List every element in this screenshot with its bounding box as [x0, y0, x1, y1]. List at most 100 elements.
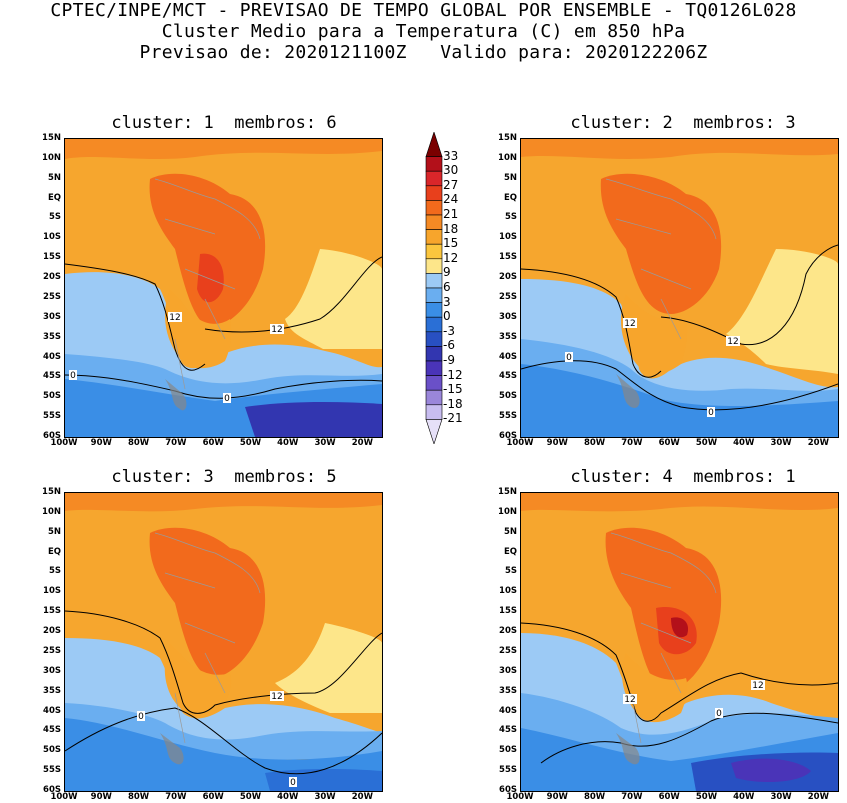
lat-tick-label: 25S [43, 291, 61, 302]
colorbar-swatch [425, 419, 443, 444]
lat-tick-label: 5N [503, 526, 517, 537]
lat-tick-label: 15N [42, 487, 61, 497]
lon-tick-label: 40W [277, 792, 299, 802]
lat-tick-label: 15S [43, 606, 61, 617]
colorbar-swatch [425, 404, 443, 420]
lon-tick-label: 40W [277, 438, 299, 448]
colorbar-level-label: -21 [443, 411, 463, 426]
lon-tick-label: 70W [165, 792, 187, 802]
lat-tick-label: 55S [499, 765, 517, 776]
contour-label: 0 [224, 394, 230, 404]
lon-tick-label: 50W [695, 438, 718, 448]
lon-tick-label: 60W [658, 792, 680, 802]
contour-label: 12 [727, 337, 738, 347]
colorbar-swatch [425, 375, 443, 391]
colorbar-level-label: 27 [443, 177, 459, 192]
colorbar-swatch [425, 156, 443, 172]
lat-tick-label: 10S [43, 586, 61, 597]
lat-tick-label: 45S [499, 725, 517, 736]
lat-tick-label: 10N [498, 506, 517, 517]
lon-tick-label: 50W [239, 792, 262, 802]
colorbar-level-label: 9 [443, 265, 451, 280]
lon-tick-label: 50W [695, 792, 718, 802]
colorbar-level-label: 24 [443, 192, 459, 207]
lat-tick-label: 50S [43, 745, 61, 756]
colorbar-swatch [425, 346, 443, 362]
lon-tick-label: 60W [202, 438, 224, 448]
contour-label: 0 [138, 712, 144, 722]
contour-label: 0 [290, 778, 296, 788]
lat-tick-label: 35S [43, 331, 61, 342]
lat-tick-label: 25S [43, 645, 61, 656]
colorbar-swatch [425, 185, 443, 201]
lon-tick-label: 100W [506, 792, 534, 802]
lat-tick-label: 50S [499, 745, 517, 756]
lat-tick-label: 25S [499, 291, 517, 302]
colorbar-swatch [425, 200, 443, 216]
header-line-1: CPTEC/INPE/MCT - PREVISAO DE TEMPO GLOBA… [50, 0, 797, 21]
lat-tick-label: 15S [499, 252, 517, 263]
colorbar-swatch [425, 302, 443, 318]
header-line-2: Cluster Medio para a Temperatura (C) em … [161, 21, 686, 42]
colorbar-level-label: -18 [443, 396, 463, 411]
lat-tick-label: 50S [499, 391, 517, 402]
lon-tick-label: 40W [733, 792, 755, 802]
lat-tick-label: 20S [499, 272, 517, 283]
lat-tick-label: 10N [42, 506, 61, 517]
lat-tick-label: 60S [43, 431, 61, 441]
panel-title-4: cluster: 4 membros: 1 [570, 467, 796, 487]
colorbar-swatch [425, 331, 443, 347]
colorbar-level-label: -15 [443, 382, 463, 397]
contour-label: 12 [169, 313, 180, 323]
lat-tick-label: EQ [47, 192, 61, 203]
lat-tick-label: 30S [43, 311, 61, 322]
colorbar-swatch [425, 389, 443, 406]
lat-tick-label: 5N [47, 172, 61, 183]
lat-tick-label: 5S [504, 212, 517, 223]
colorbar-swatch [425, 229, 443, 245]
lon-tick-label: 100W [506, 438, 534, 448]
lat-tick-label: 45S [43, 725, 61, 736]
lon-tick-label: 90W [90, 438, 112, 448]
lat-tick-label: 60S [43, 785, 61, 795]
lon-tick-label: 50W [239, 438, 262, 448]
lat-tick-label: 40S [43, 705, 61, 716]
colorbar-swatch [425, 360, 443, 376]
panel-title-1: cluster: 1 membros: 6 [111, 113, 337, 133]
lon-tick-label: 20W [351, 438, 373, 448]
lat-tick-label: 40S [499, 705, 517, 716]
lat-tick-label: 30S [499, 665, 517, 676]
lat-tick-label: 10S [43, 232, 61, 243]
lat-tick-label: 15S [43, 252, 61, 263]
colorbar-level-label: -6 [443, 338, 455, 353]
map-panel-4: 12 12 0 [520, 492, 839, 792]
contour-label: 0 [70, 371, 76, 381]
lat-tick-label: 10N [42, 152, 61, 163]
lat-tick-label: 10S [499, 586, 517, 597]
lat-tick-label: 5S [48, 566, 61, 577]
lon-tick-label: 30W [770, 438, 792, 448]
lat-tick-label: 35S [499, 685, 517, 696]
contour-label: 0 [566, 353, 572, 363]
lon-tick-label: 20W [351, 792, 373, 802]
lon-tick-label: 80W [127, 792, 150, 802]
contour-label: 0 [708, 408, 714, 418]
lat-tick-label: 55S [43, 765, 61, 776]
temperature-map-3: 12 0 0 [65, 493, 382, 791]
lon-tick-label: 80W [127, 438, 150, 448]
contour-label: 12 [624, 695, 635, 705]
lon-tick-label: 20W [807, 792, 829, 802]
lat-tick-label: EQ [503, 192, 517, 203]
map-panel-1: 12 12 0 0 [64, 138, 383, 438]
colorbar-level-label: -3 [443, 323, 455, 338]
map-panel-3: 12 0 0 [64, 492, 383, 792]
lon-tick-label: 90W [546, 792, 568, 802]
lat-tick-label: EQ [47, 546, 61, 557]
colorbar-level-label: -9 [443, 353, 455, 367]
lat-tick-label: 5S [504, 566, 517, 577]
colorbar-level-label: 15 [443, 236, 459, 251]
lon-tick-label: 60W [202, 792, 224, 802]
lat-tick-label: 35S [499, 331, 517, 342]
colorbar-swatch [425, 258, 443, 274]
lat-tick-label: 15N [498, 133, 517, 143]
